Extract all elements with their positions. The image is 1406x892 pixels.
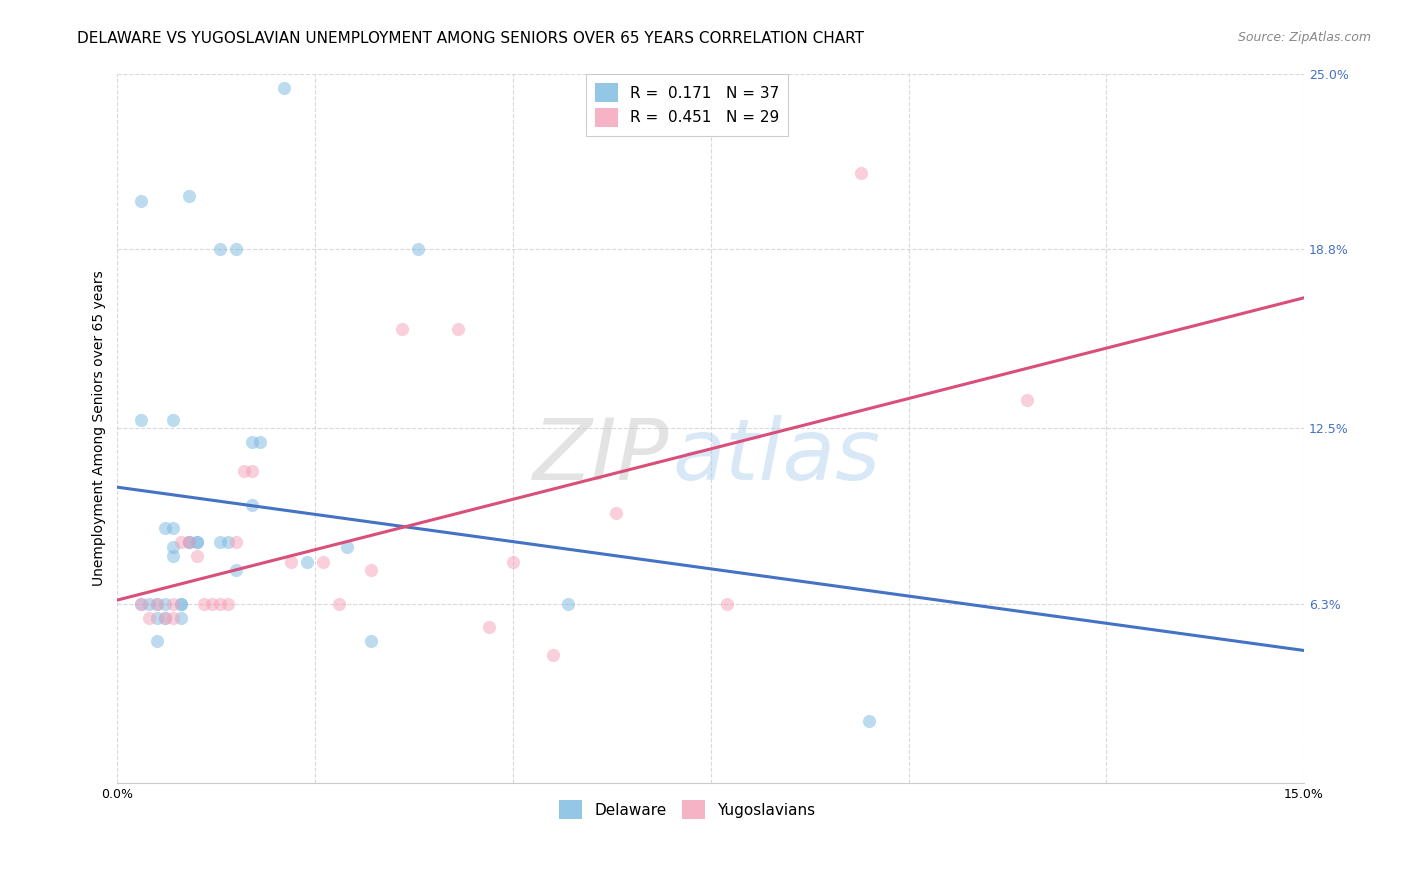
Point xyxy=(186,534,208,549)
Point xyxy=(446,322,468,336)
Point xyxy=(146,597,169,611)
Point xyxy=(146,611,169,625)
Point xyxy=(858,714,880,728)
Point xyxy=(605,507,627,521)
Point xyxy=(478,620,501,634)
Point xyxy=(170,597,193,611)
Point xyxy=(225,534,247,549)
Point xyxy=(177,534,200,549)
Point xyxy=(177,534,200,549)
Point xyxy=(336,541,359,555)
Point xyxy=(541,648,564,663)
Point xyxy=(209,534,232,549)
Point xyxy=(502,555,524,569)
Point xyxy=(170,597,193,611)
Point xyxy=(129,597,152,611)
Point xyxy=(162,597,184,611)
Point xyxy=(225,563,247,577)
Point xyxy=(170,611,193,625)
Point xyxy=(177,188,200,202)
Point xyxy=(391,322,413,336)
Point xyxy=(716,597,738,611)
Point xyxy=(312,555,335,569)
Point xyxy=(146,634,169,648)
Point xyxy=(240,464,263,478)
Text: ZIP: ZIP xyxy=(533,415,669,498)
Y-axis label: Unemployment Among Seniors over 65 years: Unemployment Among Seniors over 65 years xyxy=(93,270,107,586)
Point xyxy=(162,541,184,555)
Point xyxy=(201,597,224,611)
Point xyxy=(360,634,382,648)
Point xyxy=(849,166,872,180)
Point xyxy=(1017,392,1039,407)
Point xyxy=(217,534,239,549)
Point xyxy=(360,563,382,577)
Point xyxy=(177,534,200,549)
Point xyxy=(153,597,176,611)
Text: Source: ZipAtlas.com: Source: ZipAtlas.com xyxy=(1237,31,1371,45)
Point xyxy=(240,435,263,450)
Point xyxy=(153,611,176,625)
Point xyxy=(138,597,160,611)
Point xyxy=(193,597,215,611)
Text: atlas: atlas xyxy=(673,415,880,498)
Point xyxy=(217,597,239,611)
Point xyxy=(129,194,152,209)
Point xyxy=(186,549,208,563)
Point xyxy=(328,597,350,611)
Point xyxy=(162,413,184,427)
Point xyxy=(129,597,152,611)
Point xyxy=(129,413,152,427)
Text: DELAWARE VS YUGOSLAVIAN UNEMPLOYMENT AMONG SENIORS OVER 65 YEARS CORRELATION CHA: DELAWARE VS YUGOSLAVIAN UNEMPLOYMENT AMO… xyxy=(77,31,865,46)
Point xyxy=(557,597,579,611)
Point xyxy=(273,80,295,95)
Point xyxy=(297,555,319,569)
Point xyxy=(138,611,160,625)
Point xyxy=(406,243,429,257)
Point xyxy=(186,534,208,549)
Legend: Delaware, Yugoslavians: Delaware, Yugoslavians xyxy=(553,794,821,825)
Point xyxy=(225,243,247,257)
Point xyxy=(209,243,232,257)
Point xyxy=(146,597,169,611)
Point xyxy=(233,464,256,478)
Point xyxy=(170,534,193,549)
Point xyxy=(209,597,232,611)
Point xyxy=(162,549,184,563)
Point xyxy=(249,435,271,450)
Point xyxy=(153,611,176,625)
Point xyxy=(153,520,176,534)
Point xyxy=(280,555,302,569)
Point xyxy=(240,498,263,512)
Point xyxy=(162,520,184,534)
Point xyxy=(162,611,184,625)
